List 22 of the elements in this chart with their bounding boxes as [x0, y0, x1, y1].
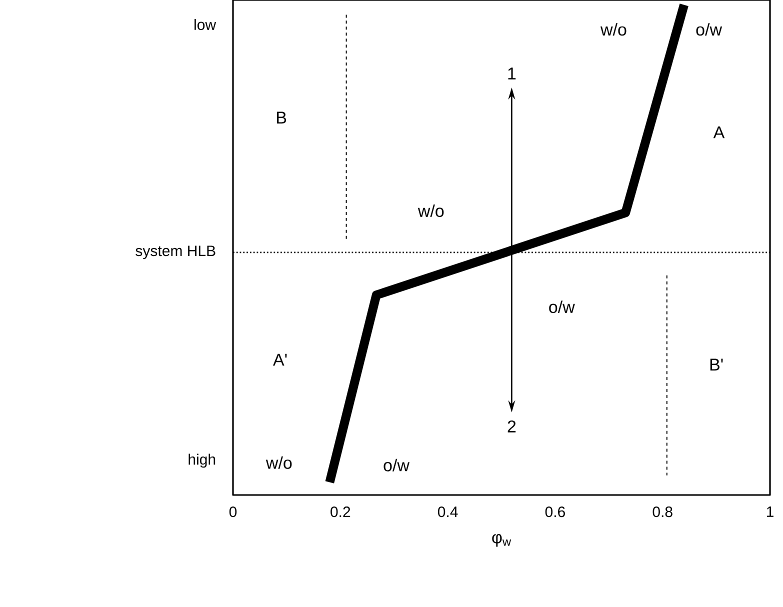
annotation: w/o: [266, 456, 292, 469]
x-tick-label: 0.8: [652, 506, 672, 518]
annotation: A': [272, 354, 287, 366]
annotation: w/o: [418, 204, 444, 217]
x-tick-label: 1: [766, 506, 774, 517]
annotation: w/o: [600, 23, 626, 36]
x-axis-title: φ$_{w}$: [492, 534, 512, 547]
x-tick-label: 0.4: [438, 506, 458, 518]
annotation: B: [277, 112, 286, 124]
annotation: A: [713, 126, 725, 138]
annotation: 1: [508, 68, 516, 80]
x-tick-label: 0: [229, 506, 237, 518]
annotation: 2: [508, 420, 516, 432]
text: low: [194, 18, 216, 30]
annotation: B': [710, 358, 723, 370]
annotation: o/w: [696, 23, 722, 36]
text: system HLB: [136, 246, 216, 260]
x-tick-label: 0.6: [545, 506, 565, 518]
x-tick-label: 0.2: [330, 506, 350, 518]
annotation: o/w: [384, 458, 410, 472]
text: high: [188, 454, 216, 468]
annotation: o/w: [549, 300, 575, 314]
